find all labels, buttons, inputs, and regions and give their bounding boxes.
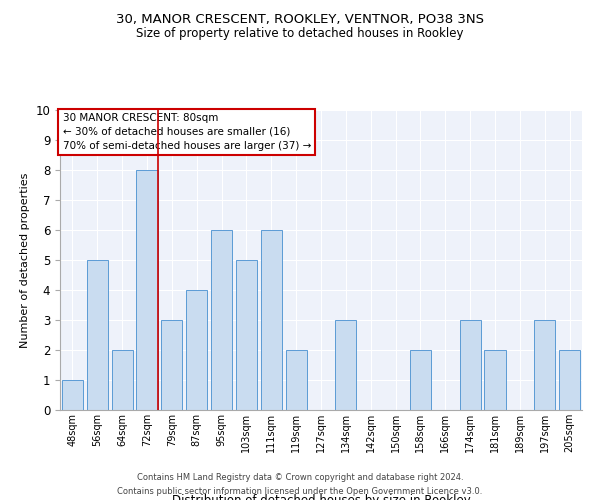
Bar: [87, 260, 108, 410]
Bar: [261, 230, 282, 410]
Bar: [62, 380, 83, 410]
Bar: [410, 350, 431, 410]
Bar: [534, 320, 555, 410]
Bar: [335, 320, 356, 410]
Text: Size of property relative to detached houses in Rookley: Size of property relative to detached ho…: [136, 28, 464, 40]
Bar: [161, 320, 182, 410]
Bar: [460, 320, 481, 410]
Bar: [186, 290, 207, 410]
Text: 30, MANOR CRESCENT, ROOKLEY, VENTNOR, PO38 3NS: 30, MANOR CRESCENT, ROOKLEY, VENTNOR, PO…: [116, 12, 484, 26]
X-axis label: Distribution of detached houses by size in Rookley: Distribution of detached houses by size …: [172, 494, 470, 500]
Text: Contains public sector information licensed under the Open Government Licence v3: Contains public sector information licen…: [118, 486, 482, 496]
Bar: [211, 230, 232, 410]
Text: Contains HM Land Registry data © Crown copyright and database right 2024.: Contains HM Land Registry data © Crown c…: [137, 473, 463, 482]
Y-axis label: Number of detached properties: Number of detached properties: [20, 172, 30, 348]
Bar: [112, 350, 133, 410]
Bar: [286, 350, 307, 410]
Bar: [136, 170, 158, 410]
Bar: [559, 350, 580, 410]
Text: 30 MANOR CRESCENT: 80sqm
← 30% of detached houses are smaller (16)
70% of semi-d: 30 MANOR CRESCENT: 80sqm ← 30% of detach…: [62, 113, 311, 151]
Bar: [484, 350, 506, 410]
Bar: [236, 260, 257, 410]
